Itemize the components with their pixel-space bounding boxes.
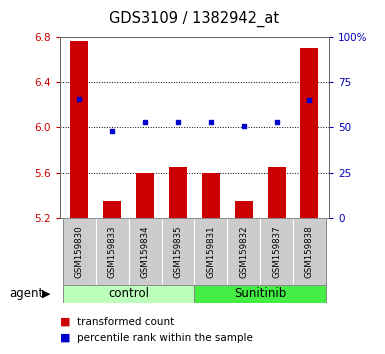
Text: agent: agent [10,287,44,300]
Text: Sunitinib: Sunitinib [234,287,286,300]
Bar [300,48,318,218]
Bar [70,41,89,218]
Bar [103,201,121,218]
Text: percentile rank within the sample: percentile rank within the sample [77,333,253,343]
Text: GSM159832: GSM159832 [239,225,248,278]
Text: GSM159835: GSM159835 [174,225,182,278]
Bar [235,201,253,218]
Text: GDS3109 / 1382942_at: GDS3109 / 1382942_at [109,11,280,27]
Text: ■: ■ [60,317,70,327]
Text: GSM159834: GSM159834 [141,225,150,278]
Bar [293,218,326,285]
Bar [268,167,286,218]
Bar [96,218,129,285]
Text: transformed count: transformed count [77,317,174,327]
Bar [169,167,187,218]
Text: GSM159837: GSM159837 [272,225,281,278]
Bar [194,218,227,285]
Bar [162,218,194,285]
Text: GSM159833: GSM159833 [108,225,117,278]
Text: ■: ■ [60,333,70,343]
Bar [202,173,220,218]
Bar [227,218,260,285]
Text: GSM159831: GSM159831 [206,225,215,278]
Bar [194,285,326,303]
Bar [260,218,293,285]
Bar [63,285,194,303]
Text: control: control [108,287,149,300]
Text: GSM159830: GSM159830 [75,225,84,278]
Bar [63,218,96,285]
Bar [136,173,154,218]
Text: ▶: ▶ [42,289,50,299]
Bar [129,218,162,285]
Text: GSM159838: GSM159838 [305,225,314,278]
